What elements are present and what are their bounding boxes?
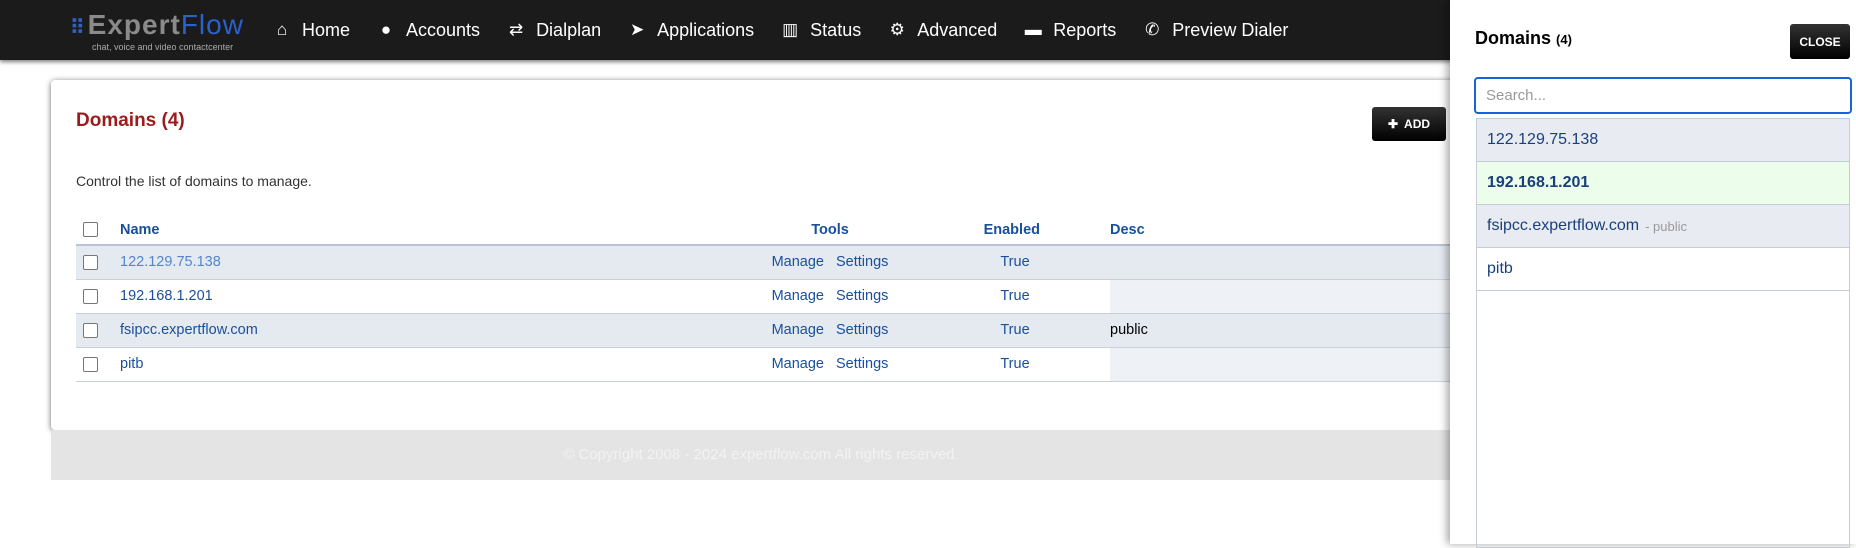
settings-link[interactable]: Settings — [836, 322, 889, 338]
col-enabled[interactable]: Enabled — [920, 215, 1110, 246]
col-name[interactable]: Name — [120, 215, 740, 246]
panel-title: Domains (4) — [1475, 28, 1572, 49]
search-input[interactable] — [1474, 77, 1852, 114]
domain-link[interactable]: fsipcc.expertflow.com — [120, 313, 740, 348]
nav-status[interactable]: ▥ Status — [780, 20, 861, 41]
domain-link[interactable]: 192.168.1.201 — [120, 279, 740, 314]
phone-icon: ✆ — [1145, 20, 1160, 39]
user-icon: ● — [380, 20, 392, 39]
nav-dialplan[interactable]: ⇄ Dialplan — [506, 20, 601, 41]
enabled-value: True — [920, 347, 1110, 382]
nav-reports[interactable]: ▬ Reports — [1023, 19, 1117, 41]
enabled-value: True — [920, 313, 1110, 348]
manage-link[interactable]: Manage — [771, 254, 824, 271]
manage-link[interactable]: Manage — [771, 288, 824, 304]
domain-link[interactable]: pitb — [120, 347, 740, 382]
page-description: Control the list of domains to manage. — [76, 173, 312, 189]
nav-label: Preview Dialer — [1172, 19, 1289, 40]
logo-text: Flow — [180, 9, 244, 40]
logo-dots-icon: ⠿ — [70, 17, 86, 39]
item-description: - public — [1645, 218, 1687, 234]
settings-link[interactable]: Settings — [836, 288, 889, 304]
domain-link[interactable]: 122.129.75.138 — [120, 245, 740, 280]
home-icon: ⌂ — [276, 20, 288, 39]
row-checkbox[interactable] — [83, 322, 98, 338]
logo-tagline: chat, voice and video contactcenter — [92, 42, 234, 52]
list-item[interactable]: 122.129.75.138 — [1477, 119, 1849, 162]
domain-list: 122.129.75.138 192.168.1.201 fsipcc.expe… — [1476, 118, 1850, 548]
enabled-value: True — [920, 279, 1110, 314]
nav-label: Applications — [657, 19, 755, 40]
nav-applications[interactable]: ➤ Applications — [627, 20, 754, 41]
nav-label: Dialplan — [536, 19, 602, 40]
nav-label: Accounts — [406, 19, 481, 40]
row-checkbox[interactable] — [83, 288, 98, 304]
table-row: 192.168.1.201 Manage Settings True — [76, 279, 1456, 314]
close-button[interactable]: CLOSE — [1790, 24, 1850, 59]
item-name: 192.168.1.201 — [1487, 174, 1590, 191]
settings-link[interactable]: Settings — [836, 356, 889, 372]
description-value — [1110, 347, 1456, 382]
page-title: Domains (4) — [76, 110, 185, 131]
nav-label: Reports — [1053, 19, 1117, 40]
manage-link[interactable]: Manage — [771, 322, 824, 338]
exchange-icon: ⇄ — [508, 20, 524, 39]
settings-link[interactable]: Settings — [836, 254, 889, 271]
col-description[interactable]: Desc — [1110, 215, 1456, 246]
plus-icon: ✚ — [1387, 117, 1399, 131]
add-label: ADD — [1404, 117, 1431, 131]
description-value — [1110, 245, 1456, 280]
panel-count: (4) — [1556, 32, 1572, 47]
logo-text: Expert — [87, 9, 181, 40]
list-item[interactable]: pitb — [1477, 248, 1849, 291]
list-item[interactable]: 192.168.1.201 — [1477, 162, 1849, 205]
logo[interactable]: ⠿ExpertFlow chat, voice and video contac… — [70, 9, 243, 53]
domains-card: Domains (4) ✚ ADD Control the list of dom… — [51, 80, 1471, 430]
panel-title-text: Domains — [1475, 28, 1552, 48]
description-value: public — [1110, 313, 1456, 348]
item-name: fsipcc.expertflow.com — [1487, 217, 1640, 234]
select-all-checkbox[interactable] — [83, 222, 98, 238]
list-item[interactable]: fsipcc.expertflow.com - public — [1477, 205, 1849, 248]
add-button[interactable]: ✚ ADD — [1372, 107, 1446, 141]
gear-icon: ⚙ — [889, 20, 905, 39]
enabled-value: True — [920, 245, 1110, 280]
nav-advanced[interactable]: ⚙ Advanced — [887, 19, 998, 41]
paper-plane-icon: ➤ — [629, 20, 645, 39]
nav-label: Status — [810, 19, 862, 40]
nav-label: Home — [302, 19, 351, 40]
domains-table: Name Tools Enabled Desc 122.129.75.138 M… — [76, 215, 1456, 382]
item-name: 122.129.75.138 — [1487, 131, 1599, 148]
table-row: 122.129.75.138 Manage Settings True — [76, 245, 1456, 280]
item-name: pitb — [1487, 260, 1513, 277]
row-checkbox[interactable] — [83, 254, 98, 270]
description-value — [1110, 279, 1456, 314]
nav-accounts[interactable]: ● Accounts — [376, 20, 480, 41]
nav-preview-dialer[interactable]: ✆ Preview Dialer — [1142, 20, 1288, 41]
table-row: fsipcc.expertflow.com Manage Settings Tru… — [76, 313, 1456, 348]
nav-label: Advanced — [917, 19, 998, 40]
main-menu: ⌂ Home ● Accounts ⇄ Dialplan ➤ Applications … — [272, 0, 1288, 60]
footer-copyright: © Copyright 2008 - 2024 expertflow.com A… — [51, 430, 1471, 480]
card-icon: ▬ — [1024, 20, 1042, 39]
bar-chart-icon: ▥ — [782, 20, 799, 39]
domain-selector-panel: Domains (4) CLOSE 122.129.75.138 192.168… — [1450, 0, 1856, 548]
table-header: Name Tools Enabled Desc — [76, 215, 1456, 246]
manage-link[interactable]: Manage — [771, 356, 824, 372]
nav-home[interactable]: ⌂ Home — [272, 20, 350, 41]
row-checkbox[interactable] — [83, 356, 98, 372]
table-row: pitb Manage Settings True — [76, 347, 1456, 382]
col-tools: Tools — [740, 215, 920, 246]
